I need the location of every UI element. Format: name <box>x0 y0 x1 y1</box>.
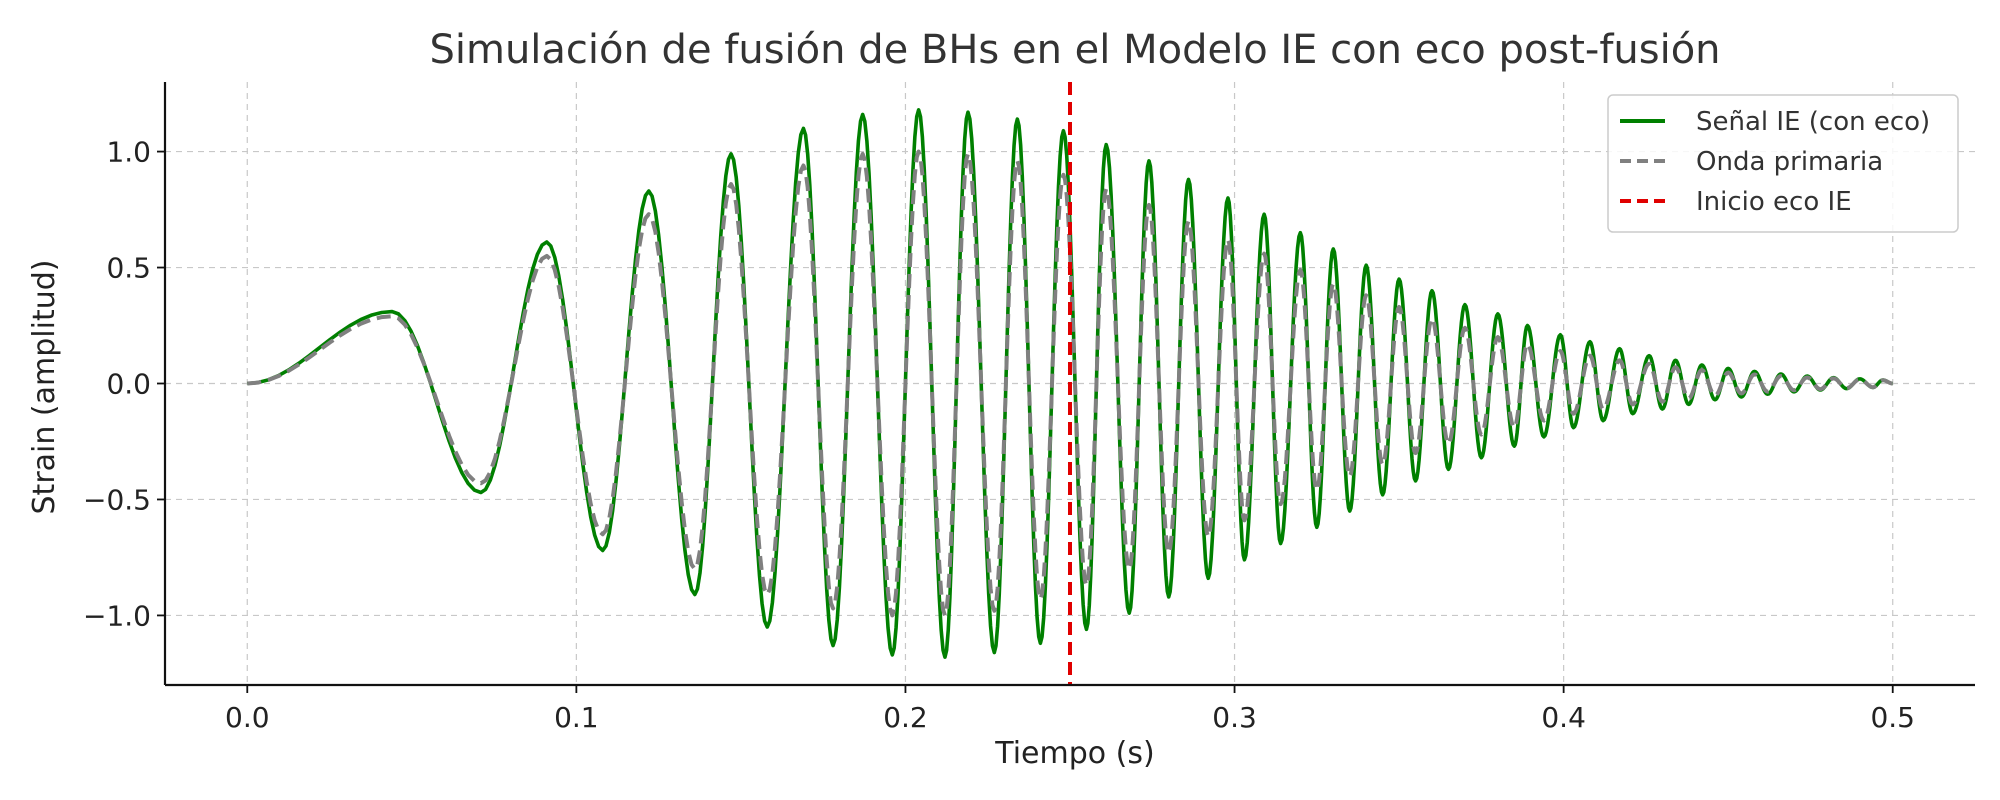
y-tick-label: 0.5 <box>106 252 151 285</box>
y-tick-label: 0.0 <box>106 368 151 401</box>
series-line-senal-ie <box>247 108 1894 659</box>
tick-labels: 0.0 0.1 0.2 0.3 0.4 0.5 −1.0 −0.5 0.0 0.5 1.0 <box>83 136 1915 734</box>
legend: Señal IE (con eco) Onda primaria Inicio ec… <box>1607 94 1959 233</box>
y-tick-label: −0.5 <box>83 483 151 516</box>
x-tick-label: 0.1 <box>554 701 599 734</box>
x-axis-label: Tiempo (s) <box>994 736 1154 771</box>
legend-label: Inicio eco IE <box>1696 187 1852 217</box>
x-tick-label: 0.5 <box>1870 701 1915 734</box>
legend-label: Señal IE (con eco) <box>1696 107 1930 137</box>
x-tick-label: 0.3 <box>1212 701 1257 734</box>
x-tick-label: 0.0 <box>225 701 270 734</box>
axes <box>157 82 1975 693</box>
x-tick-label: 0.4 <box>1541 701 1586 734</box>
y-tick-label: −1.0 <box>83 599 151 632</box>
chart-title: Simulación de fusión de BHs en el Modelo… <box>429 27 1720 73</box>
legend-box <box>1607 94 1959 233</box>
series-line-onda-primaria <box>247 149 1895 618</box>
y-tick-label: 1.0 <box>106 136 151 169</box>
legend-label: Onda primaria <box>1696 147 1883 177</box>
series-layer <box>247 108 1895 659</box>
y-axis-label: Strain (amplitud) <box>27 260 62 515</box>
x-tick-label: 0.2 <box>883 701 928 734</box>
